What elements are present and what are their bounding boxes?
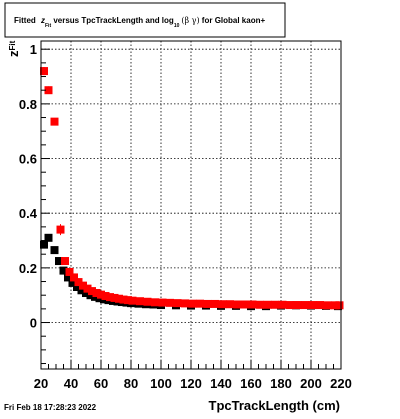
chart-title: Fitted zFit versus TpcTrackLength and lo… (14, 16, 265, 29)
data-point (65, 267, 74, 276)
data-point (218, 300, 227, 309)
data-point (233, 300, 242, 309)
data-point (44, 233, 53, 242)
data-point (331, 301, 339, 310)
data-point (50, 117, 59, 126)
data-point (226, 300, 234, 309)
data-point (151, 298, 159, 307)
grid-lines (41, 41, 341, 369)
data-point (74, 278, 83, 287)
data-point (82, 289, 90, 298)
title-log-sub: 10 (174, 23, 180, 29)
y-axis-label-main: z (6, 50, 21, 57)
data-point (248, 300, 257, 309)
data-point (271, 300, 279, 309)
y-tick-label: 0.2 (19, 261, 37, 276)
x-tick-label: 220 (330, 376, 352, 391)
data-point (308, 301, 317, 310)
data-point (241, 300, 249, 309)
data-point (211, 299, 219, 308)
axis-ticks (40, 48, 342, 369)
data-point (50, 246, 59, 255)
y-tick-label: 0.6 (19, 152, 37, 167)
y-tick-label: 1 (30, 42, 37, 57)
title-z-sub: Fit (45, 23, 51, 29)
data-point (106, 293, 114, 302)
data-point (86, 291, 95, 300)
data-point (70, 273, 78, 282)
title-z-symbol: z (40, 16, 45, 25)
data-point (128, 296, 137, 305)
timestamp: Fri Feb 18 17:28:23 2022 (4, 403, 97, 412)
data-point (59, 266, 68, 275)
data-point (61, 257, 69, 266)
title-frame (4, 2, 286, 38)
title-box: Fitted zFit versus TpcTrackLength and lo… (4, 2, 286, 38)
data-point (73, 283, 81, 291)
x-tick-label: 20 (34, 376, 48, 391)
data-point (110, 293, 119, 302)
data-point (143, 297, 152, 306)
data-point (56, 225, 65, 234)
tick-labels: 20 40 60 80 100 120 140 160 180 200 220 0 0.2 0.4 0.6 0… (19, 42, 352, 391)
x-tick-label: 40 (64, 376, 78, 391)
data-point (316, 301, 324, 310)
x-tick-label: 200 (300, 376, 322, 391)
data-point (286, 301, 294, 310)
data-point (115, 294, 123, 303)
data-point (323, 301, 332, 310)
y-tick-label: 0.4 (19, 206, 38, 221)
data-point (101, 292, 110, 301)
data-point (83, 284, 92, 293)
title-beta-gamma: (β γ) (181, 16, 199, 25)
y-tick-label: 0.8 (19, 97, 37, 112)
data-point (158, 298, 167, 307)
data-point (335, 301, 344, 310)
data-point (97, 290, 105, 299)
data-point (203, 299, 212, 308)
x-tick-label: 120 (180, 376, 202, 391)
data-point (263, 300, 272, 309)
data-point (55, 257, 63, 266)
y-tick-label: 0 (30, 316, 37, 331)
data-point (124, 296, 132, 305)
data-point (188, 299, 197, 308)
data-point (173, 299, 182, 308)
data-point (77, 286, 86, 295)
x-axis-label: TpcTrackLength (cm) (209, 398, 340, 413)
data-point (64, 273, 72, 282)
data-point (301, 301, 309, 310)
data-point (119, 295, 128, 304)
data-point (256, 300, 264, 309)
data-point (166, 298, 174, 307)
title-suffix: for Global kaon+ (200, 16, 266, 25)
y-axis-label-sub: Fit (8, 40, 17, 50)
data-point (196, 299, 204, 308)
data-point (40, 240, 48, 249)
data-point (88, 287, 96, 296)
data-point (68, 278, 77, 287)
data-point (293, 301, 302, 310)
data-point (40, 67, 48, 76)
x-tick-label: 160 (240, 376, 262, 391)
data-point (181, 299, 189, 308)
x-tick-label: 80 (124, 376, 138, 391)
x-tick-label: 100 (150, 376, 172, 391)
title-middle: versus TpcTrackLength and log (51, 16, 174, 25)
series-red (40, 66, 344, 310)
data-point (44, 86, 53, 95)
x-tick-label: 140 (210, 376, 232, 391)
data-point (136, 297, 144, 306)
x-tick-label: 180 (270, 376, 292, 391)
data-point (92, 289, 101, 298)
data-points (40, 66, 344, 311)
data-point (278, 300, 287, 309)
x-tick-label: 60 (94, 376, 108, 391)
data-point (79, 281, 87, 290)
title-prefix: Fitted (14, 16, 38, 25)
y-axis-label: zFit (6, 40, 21, 57)
